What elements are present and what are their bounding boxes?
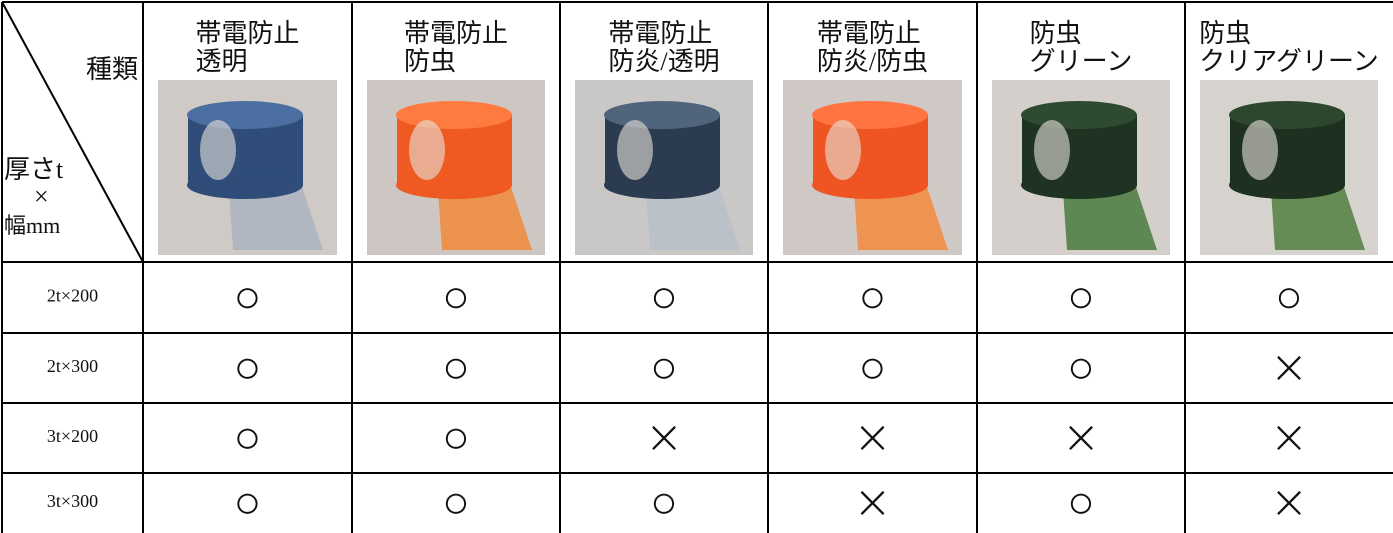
availability-mark: ○ [1067, 340, 1095, 394]
photo-roll [1229, 171, 1345, 199]
availability-mark: ○ [442, 340, 470, 394]
photo-roll [1021, 171, 1137, 199]
photo-roll [812, 101, 928, 129]
product-name: 防炎/防虫 [817, 47, 928, 76]
availability-mark: ○ [234, 475, 262, 529]
availability-mark: ○ [650, 269, 678, 323]
product-name: 防炎/透明 [608, 47, 719, 76]
corner-top: 種類 [86, 55, 138, 84]
product-name: 防虫 [1030, 19, 1082, 48]
availability-mark: ○ [234, 269, 262, 323]
row-label: 2t×300 [47, 356, 98, 376]
product-name: 防虫 [404, 47, 456, 76]
photo-roll [1021, 101, 1137, 129]
product-name: グリーン [1030, 47, 1133, 76]
row-label: 3t×300 [47, 491, 98, 511]
availability-mark: ○ [234, 340, 262, 394]
product-name: クリアグリーン [1199, 47, 1378, 76]
availability-mark: × [853, 475, 892, 529]
product-name: 帯電防止 [817, 19, 921, 48]
corner-diagonal [1, 1, 144, 263]
photo-roll [396, 171, 512, 199]
availability-mark: ○ [1067, 269, 1095, 323]
corner-line: 厚さt [4, 155, 64, 184]
availability-mark: ○ [234, 410, 262, 464]
corner-line: 幅mm [4, 213, 60, 238]
photo-roll [1242, 120, 1278, 180]
corner-line: × [34, 182, 49, 211]
availability-mark: ○ [859, 269, 887, 323]
product-name: 防虫 [1199, 19, 1251, 48]
photo-roll [187, 101, 303, 129]
availability-mark: × [645, 410, 684, 464]
photo-roll [617, 120, 653, 180]
photo-roll [396, 101, 512, 129]
photo-roll [187, 171, 303, 199]
photo-roll [812, 171, 928, 199]
availability-mark: ○ [650, 475, 678, 529]
availability-mark: ○ [859, 340, 887, 394]
photo-roll [200, 120, 236, 180]
photo-roll [825, 120, 861, 180]
availability-mark: ○ [442, 269, 470, 323]
availability-mark: × [853, 410, 892, 464]
photo-roll [1034, 120, 1070, 180]
photo-roll [604, 171, 720, 199]
availability-mark: × [1062, 410, 1101, 464]
photo-roll [604, 101, 720, 129]
row-label: 2t×200 [47, 286, 98, 306]
availability-mark: × [1270, 340, 1309, 394]
availability-mark: ○ [1275, 269, 1303, 323]
photo-roll [409, 120, 445, 180]
availability-mark: ○ [650, 340, 678, 394]
product-name: 透明 [195, 47, 247, 76]
product-name: 帯電防止 [195, 19, 299, 48]
product-name: 帯電防止 [608, 19, 712, 48]
availability-mark: × [1270, 410, 1309, 464]
product-name: 帯電防止 [404, 19, 508, 48]
row-label: 3t×200 [47, 426, 98, 446]
availability-mark: ○ [442, 475, 470, 529]
availability-mark: ○ [442, 410, 470, 464]
availability-mark: × [1270, 475, 1309, 529]
photo-roll [1229, 101, 1345, 129]
availability-mark: ○ [1067, 475, 1095, 529]
